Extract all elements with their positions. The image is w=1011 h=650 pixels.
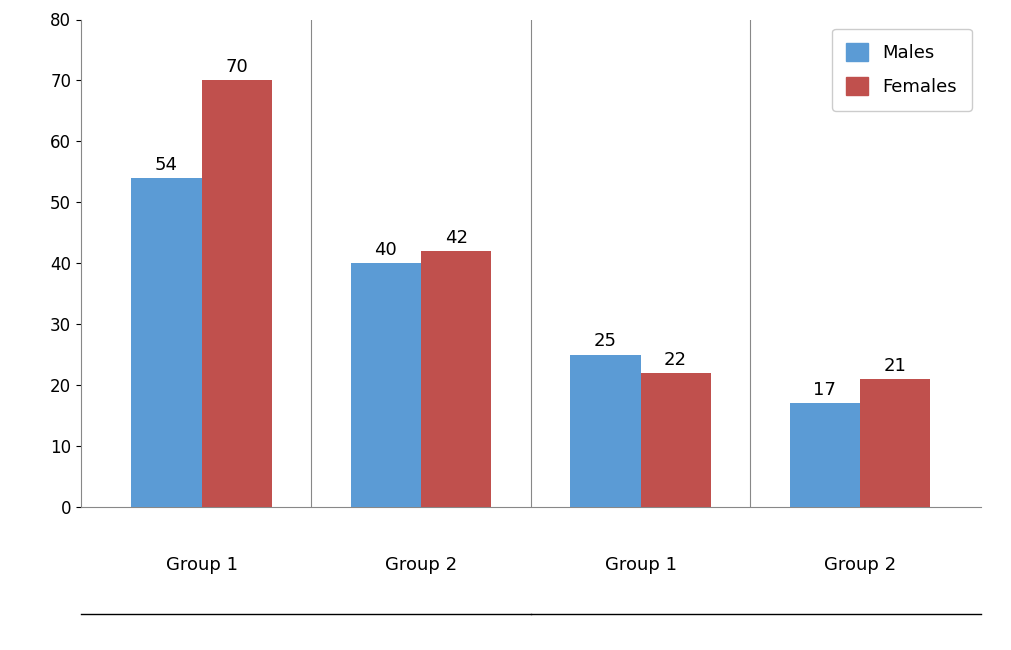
Text: Group 1: Group 1 bbox=[605, 556, 676, 574]
Bar bbox=[790, 404, 860, 507]
Text: 54: 54 bbox=[155, 155, 178, 174]
Bar bbox=[641, 373, 711, 507]
Bar bbox=[131, 178, 201, 507]
Text: 21: 21 bbox=[884, 357, 907, 375]
Text: Group 2: Group 2 bbox=[824, 556, 896, 574]
Text: Group 2: Group 2 bbox=[385, 556, 457, 574]
Text: Group 1: Group 1 bbox=[166, 556, 238, 574]
Text: 17: 17 bbox=[814, 381, 836, 399]
Text: 22: 22 bbox=[664, 350, 687, 369]
Bar bbox=[421, 251, 491, 507]
Bar bbox=[201, 81, 272, 507]
Text: 70: 70 bbox=[225, 58, 248, 76]
Text: 42: 42 bbox=[445, 229, 468, 247]
Bar bbox=[860, 379, 930, 507]
Legend: Males, Females: Males, Females bbox=[832, 29, 972, 110]
Text: 25: 25 bbox=[593, 332, 617, 350]
Bar bbox=[351, 263, 421, 507]
Text: 40: 40 bbox=[374, 241, 397, 259]
Bar bbox=[570, 355, 641, 507]
